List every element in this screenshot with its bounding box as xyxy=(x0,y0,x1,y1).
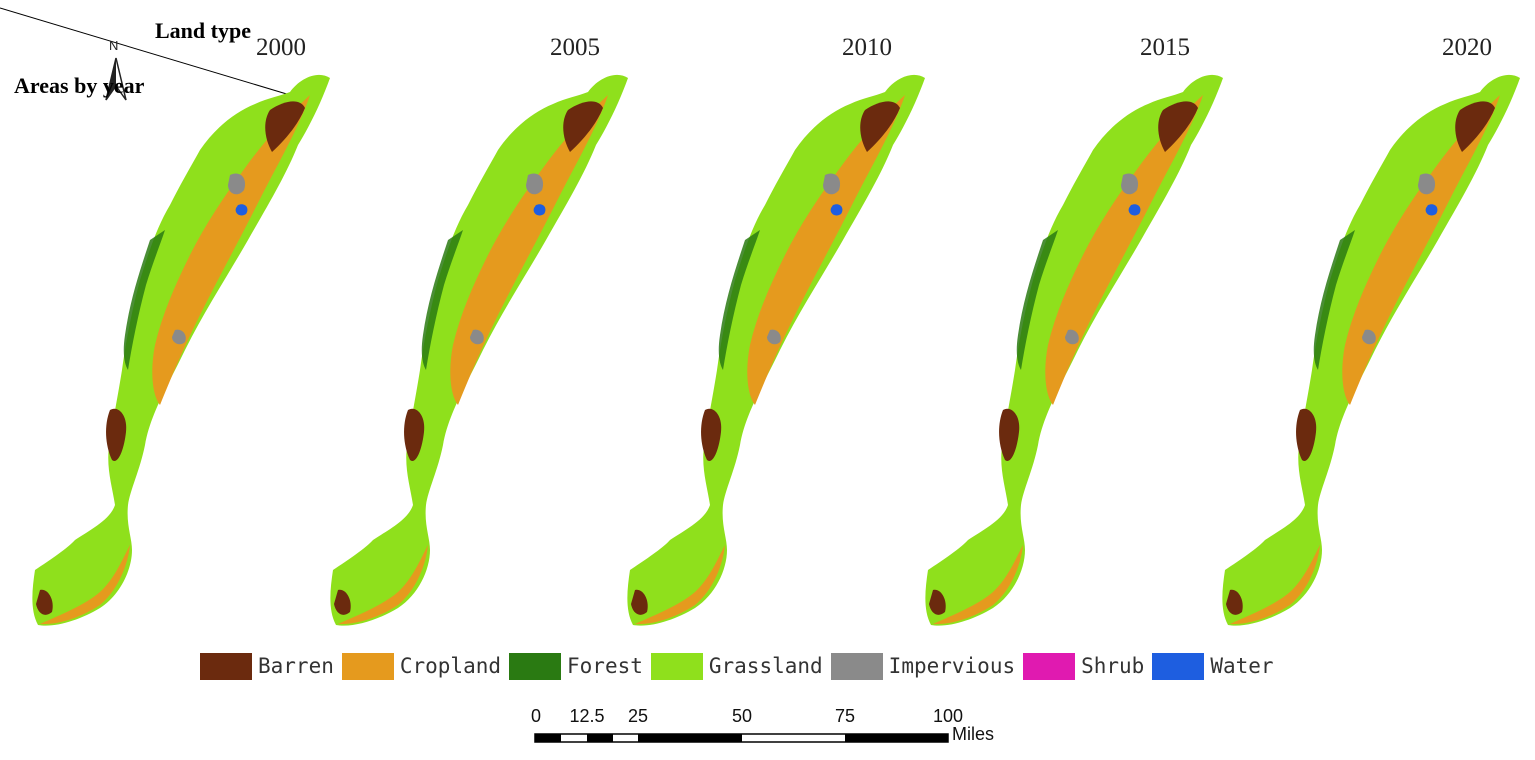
land-type-header: Land type xyxy=(155,18,251,43)
legend-swatch xyxy=(650,652,703,680)
scale-unit-label: Miles xyxy=(952,724,995,744)
year-label-2015: 2015 xyxy=(1140,34,1190,61)
legend-label: Water xyxy=(1210,654,1274,678)
scale-tick-label: 100 xyxy=(932,706,964,726)
map-region-2010 xyxy=(627,74,925,626)
scale-bar xyxy=(534,733,949,743)
scale-tick-label: 0 xyxy=(530,706,542,726)
map-region-2020 xyxy=(1222,74,1520,626)
legend-item-forest: Forest xyxy=(509,652,643,680)
legend-swatch xyxy=(200,652,252,680)
legend-label: Cropland xyxy=(399,654,502,678)
map-region-2000 xyxy=(32,74,331,626)
scale-tick-label: 75 xyxy=(834,706,856,726)
legend-swatch xyxy=(830,652,883,680)
legend-item-shrub: Shrub xyxy=(1023,652,1145,680)
scale-tick-label: 25 xyxy=(627,706,649,726)
scale-tick-label: 50 xyxy=(731,706,753,726)
legend-label: Shrub xyxy=(1081,654,1145,678)
legend-swatch xyxy=(1152,652,1205,680)
north-arrow-icon xyxy=(105,57,127,101)
legend-item-impervious: Impervious xyxy=(830,652,1016,680)
map-region-2015 xyxy=(925,74,1223,626)
legend-swatch xyxy=(1023,652,1076,680)
legend-swatch xyxy=(341,652,394,680)
header-diagonal-line xyxy=(0,7,301,99)
areas-by-year-header: Areas by year xyxy=(14,73,145,98)
scale-tick-label: 12.5 xyxy=(569,706,605,726)
legend-label: Impervious xyxy=(888,654,1016,678)
legend-label: Forest xyxy=(567,654,643,678)
legend-label: Barren xyxy=(258,654,334,678)
year-label-2010: 2010 xyxy=(842,34,892,61)
year-label-2020: 2020 xyxy=(1442,34,1492,61)
legend-swatch xyxy=(509,652,562,680)
legend-item-cropland: Cropland xyxy=(341,652,502,680)
legend-item-barren: Barren xyxy=(200,652,334,680)
legend: Barren Cropland Forest Grassland Impervi… xyxy=(200,649,1282,683)
year-label-2005: 2005 xyxy=(550,34,600,61)
legend-item-grassland: Grassland xyxy=(650,652,823,680)
year-label-2000: 2000 xyxy=(256,34,306,61)
map-region-2005 xyxy=(330,74,628,626)
legend-item-water: Water xyxy=(1152,652,1274,680)
north-label: N xyxy=(109,38,119,53)
legend-label: Grassland xyxy=(708,654,823,678)
